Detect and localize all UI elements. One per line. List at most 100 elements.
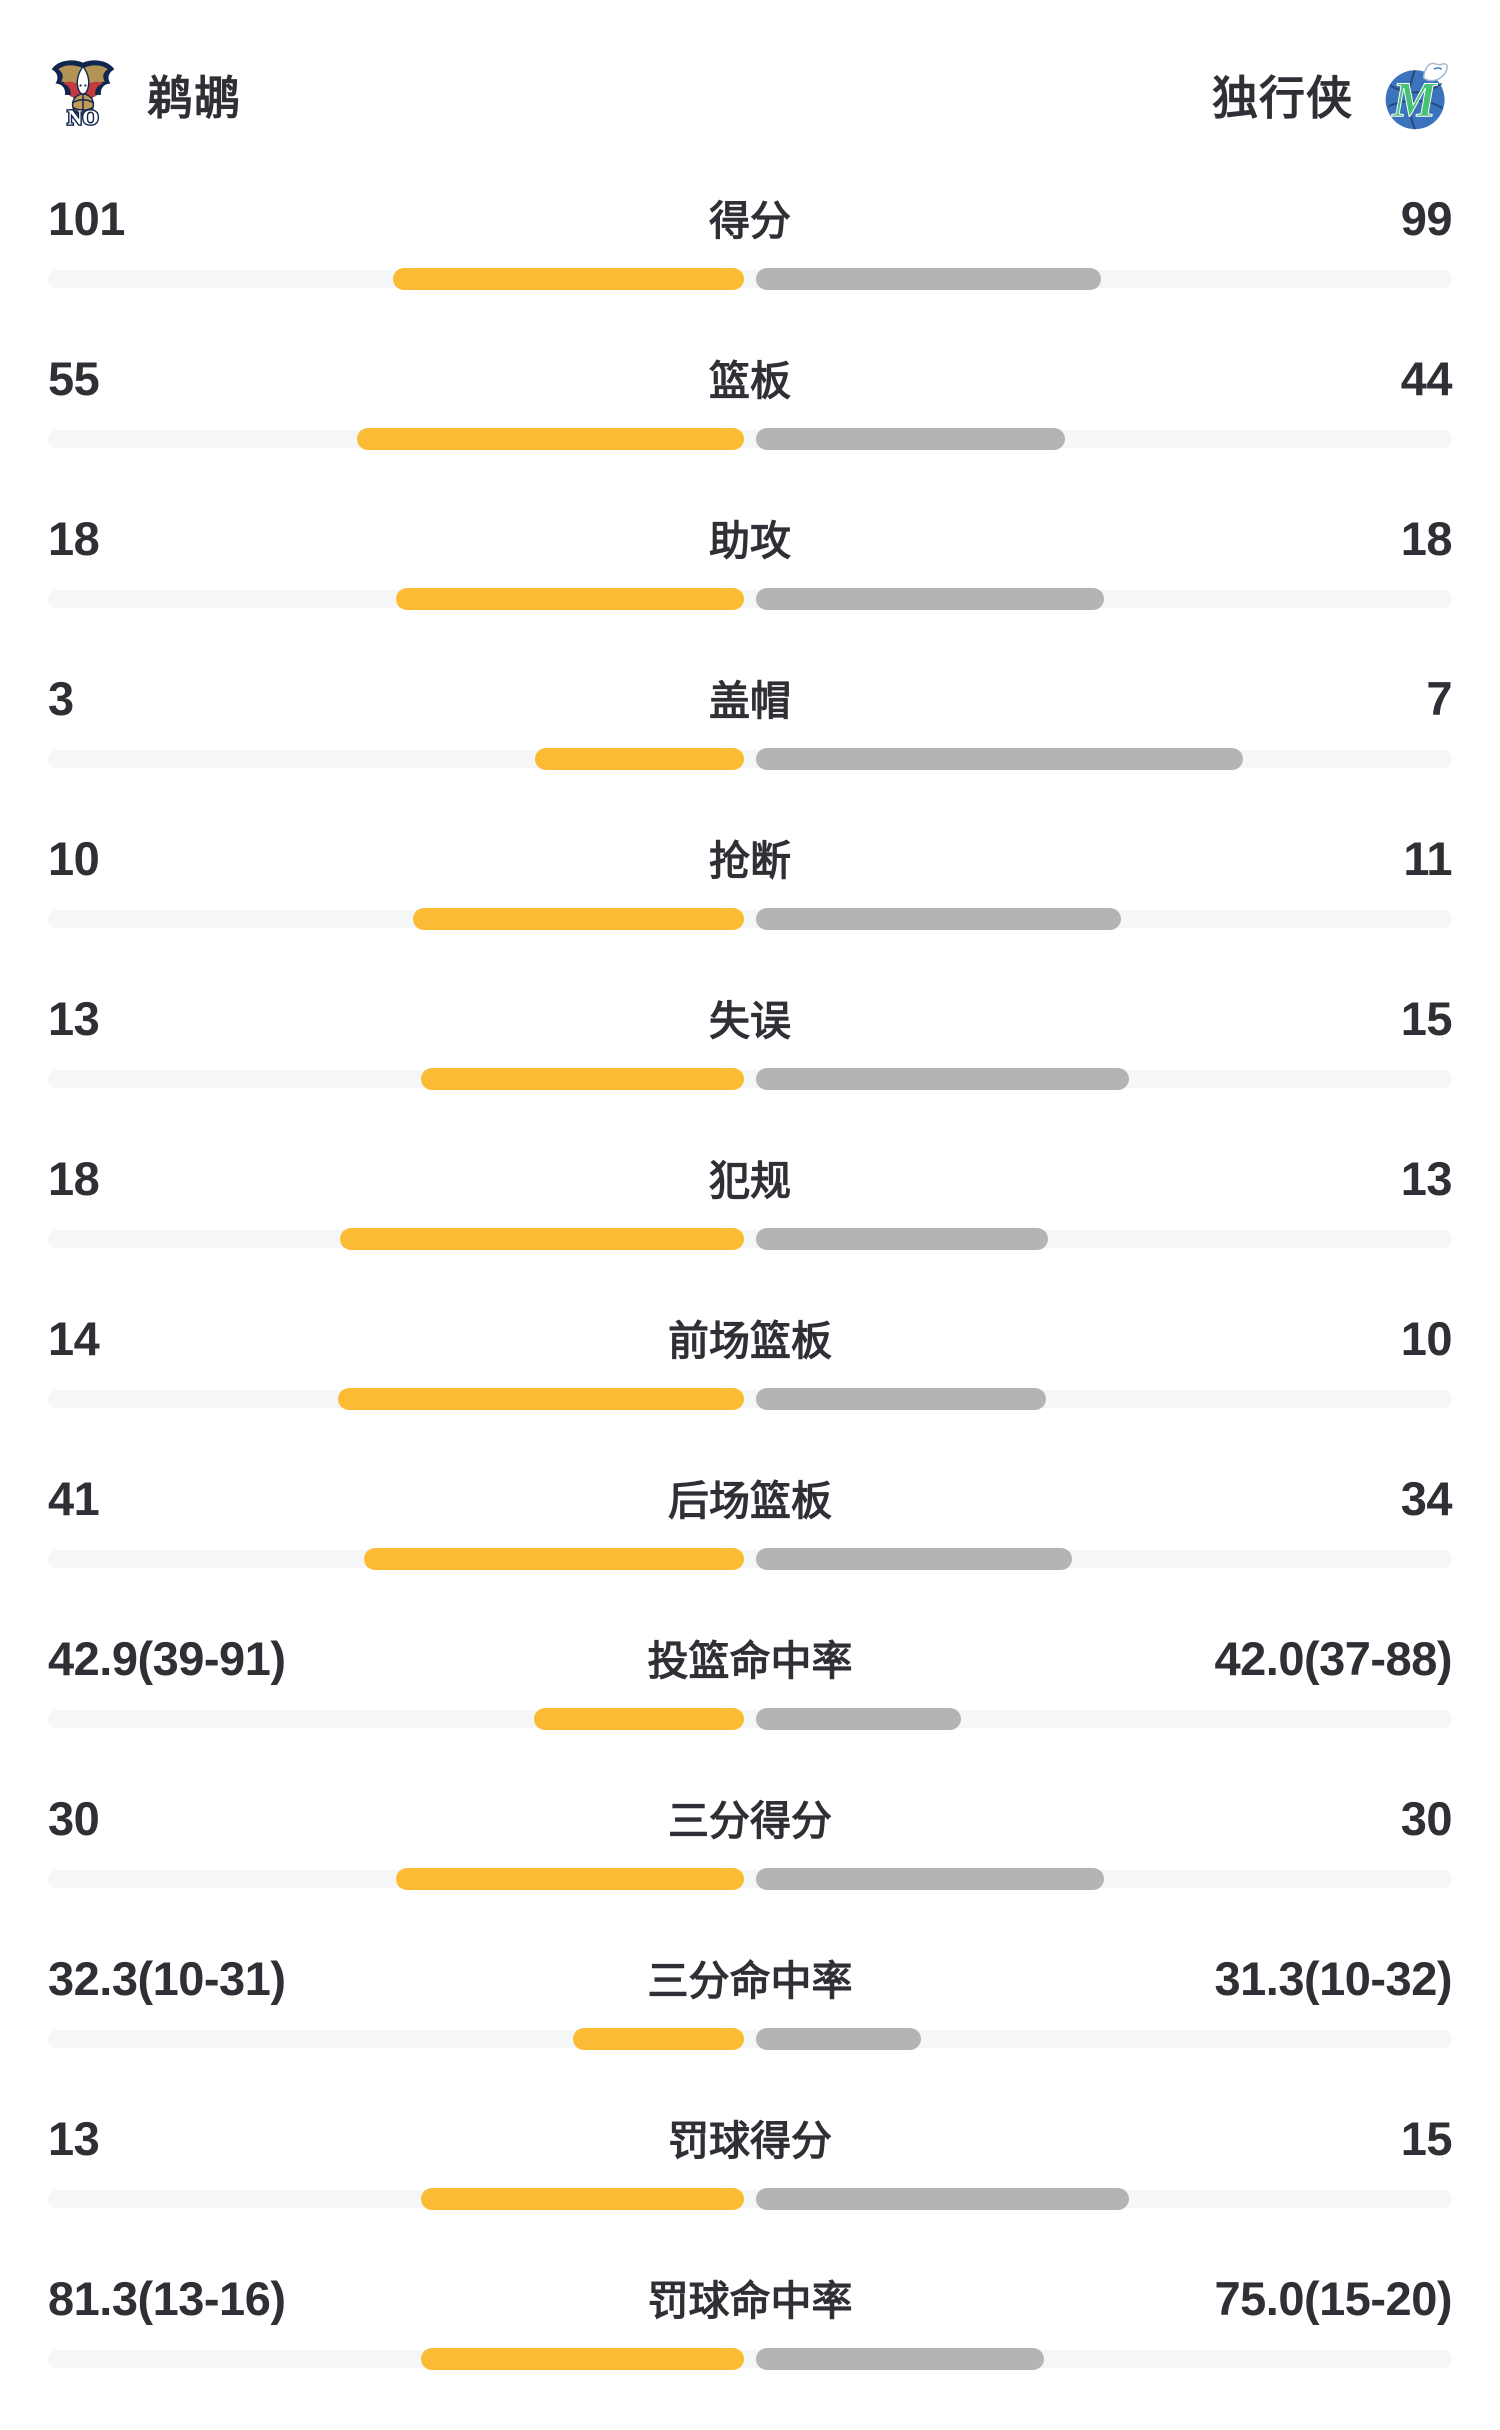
stat-bar-track [48,1708,1452,1730]
right-team-bar [756,908,1121,930]
right-team-value: 99 [1400,192,1453,245]
left-team-bar [420,2348,744,2370]
left-team-value: 55 [48,352,100,405]
stat-row: 101 得分 99 [48,190,1453,350]
stat-row: 32.3(10-31) 三分命中率 31.3(10-32) [48,1950,1452,2110]
svg-text:M: M [1391,72,1438,127]
right-team-value: 42.0(37-88) [1214,1632,1453,1685]
right-team-value: 34 [1400,1472,1453,1525]
left-team: NO 鹈鹕 [45,57,241,133]
stat-label: 盖帽 [709,678,791,724]
stat-bar-track [48,2028,1452,2050]
stat-bar-track [48,1548,1452,1570]
left-team-bar [420,1068,744,1090]
stat-label: 失误 [709,998,791,1044]
left-team-bar [533,1708,744,1730]
right-team-bar [756,268,1101,290]
left-team-bar [363,1548,744,1570]
left-team-bar [357,428,744,450]
stat-bar-track [48,428,1452,450]
stat-line: 30 三分得分 30 [48,1790,1453,1852]
stat-bar-track [48,748,1452,770]
stat-line: 3 盖帽 7 [48,670,1452,732]
stat-bar-track [48,1068,1452,1090]
stat-line: 10 抢断 11 [48,830,1452,892]
right-team-bar [756,748,1244,770]
left-team-bar [535,748,744,770]
right-team-name: 独行侠 [1212,72,1353,124]
stat-label: 罚球命中率 [647,2278,853,2324]
left-team-value: 14 [48,1312,100,1365]
stat-bar-track [48,2348,1452,2370]
stat-line: 13 失误 15 [48,990,1453,1052]
stat-label: 得分 [709,198,791,244]
stat-row: 13 失误 15 [48,990,1453,1150]
stat-line: 18 犯规 13 [48,1150,1453,1212]
stat-label: 投篮命中率 [647,1638,853,1684]
stat-row: 41 后场篮板 34 [48,1470,1453,1630]
left-team-value: 18 [48,512,100,565]
right-team-bar [756,1708,961,1730]
stat-label: 三分得分 [668,1798,832,1844]
stat-line: 42.9(39-91) 投篮命中率 42.0(37-88) [48,1630,1452,1692]
left-team-value: 30 [48,1792,100,1845]
stat-bar-track [48,908,1452,930]
right-team: 独行侠 M [1212,57,1455,133]
stat-row: 55 篮板 44 [48,350,1453,510]
header: NO 鹈鹕 独行侠 M [0,0,1500,190]
mavericks-logo-icon: M [1385,62,1448,130]
stat-row: 18 犯规 13 [48,1150,1453,1310]
right-team-value: 11 [1403,832,1452,885]
left-team-bar [339,1228,744,1250]
right-team-bar [756,428,1066,450]
stat-label: 助攻 [709,518,791,564]
left-team-bar [412,908,744,930]
left-team-value: 10 [48,832,100,885]
stat-row: 81.3(13-16) 罚球命中率 75.0(15-20) [48,2270,1452,2430]
left-team-value: 18 [48,1152,100,1205]
stat-line: 55 篮板 44 [48,350,1453,412]
stat-row: 3 盖帽 7 [48,670,1452,830]
right-team-value: 7 [1426,672,1452,725]
left-team-value: 13 [48,2112,100,2165]
right-team-value: 31.3(10-32) [1214,1952,1453,2005]
left-team-value: 41 [48,1472,100,1525]
left-team-value: 101 [48,192,125,245]
stat-bar-track [48,1868,1452,1890]
stat-label: 后场篮板 [668,1478,832,1524]
right-team-value: 10 [1400,1312,1453,1365]
stat-row: 18 助攻 18 [48,510,1453,670]
right-team-bar [756,1548,1072,1570]
stats-list: 101 得分 99 55 篮板 44 18 助攻 18 [0,190,1500,2430]
stat-label: 罚球得分 [668,2118,832,2164]
stat-label: 抢断 [709,838,791,884]
left-team-bar [572,2028,744,2050]
right-team-value: 30 [1400,1792,1453,1845]
stat-label: 犯规 [709,1158,791,1204]
left-team-name: 鹈鹕 [147,72,241,124]
right-team-bar [756,2188,1129,2210]
left-team-value: 13 [48,992,100,1045]
stat-row: 42.9(39-91) 投篮命中率 42.0(37-88) [48,1630,1452,1790]
stat-line: 81.3(13-16) 罚球命中率 75.0(15-20) [48,2270,1452,2332]
right-team-value: 18 [1400,512,1453,565]
svg-text:NO: NO [67,105,98,129]
stat-bar-track [48,1228,1452,1250]
left-team-value: 42.9(39-91) [48,1632,286,1685]
pelicans-logo-icon: NO [51,60,115,131]
stat-bar-track [48,2188,1452,2210]
right-team-value: 44 [1400,352,1453,405]
right-team-bar [756,1388,1046,1410]
right-team-value: 13 [1400,1152,1453,1205]
stat-line: 41 后场篮板 34 [48,1470,1453,1532]
left-team-value: 81.3(13-16) [48,2272,286,2325]
right-team-bar [756,1068,1129,1090]
stat-label: 前场篮板 [668,1318,832,1364]
left-team-value: 3 [48,672,74,725]
stat-line: 14 前场篮板 10 [48,1310,1453,1372]
right-team-bar [756,588,1104,610]
right-team-bar [756,2348,1044,2370]
stat-line: 101 得分 99 [48,190,1453,252]
stat-bar-track [48,588,1452,610]
